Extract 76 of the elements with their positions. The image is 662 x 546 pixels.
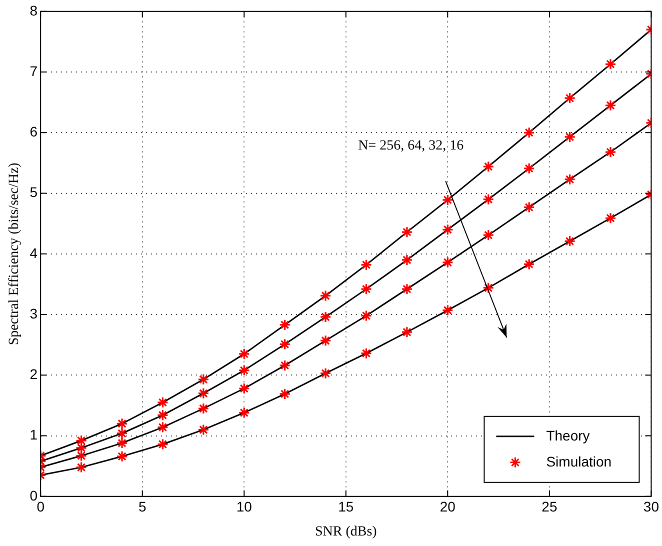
point <box>604 212 616 224</box>
annotation: N= 256, 64, 32, 16 <box>358 138 464 154</box>
point <box>75 462 88 474</box>
point <box>238 382 250 394</box>
point <box>198 374 210 386</box>
point <box>442 304 454 316</box>
point <box>482 194 494 206</box>
point <box>523 201 535 214</box>
point <box>116 418 128 430</box>
point <box>156 396 169 408</box>
point <box>523 162 535 174</box>
x-tick-label: 10 <box>236 498 252 515</box>
point <box>156 409 169 421</box>
y-tick-label: 0 <box>30 487 38 504</box>
point <box>360 259 372 271</box>
point <box>360 348 372 360</box>
point <box>320 334 332 346</box>
point <box>198 388 210 400</box>
point <box>238 364 250 376</box>
point <box>238 406 250 419</box>
y-tick-label: 7 <box>30 62 38 79</box>
point <box>116 437 128 449</box>
point <box>156 421 169 434</box>
point <box>320 290 332 302</box>
point <box>523 258 535 270</box>
x-tick-label: 15 <box>338 498 354 515</box>
point <box>564 131 576 143</box>
point <box>360 283 372 295</box>
y-axis-title: Spectral Efficiency (bits/sec/Hz) <box>7 162 22 346</box>
point <box>320 368 332 380</box>
point <box>442 224 454 236</box>
point <box>75 450 88 462</box>
point <box>156 438 169 450</box>
point <box>401 283 413 295</box>
x-tick-label: 20 <box>440 498 456 515</box>
point <box>198 402 210 414</box>
point <box>75 442 88 454</box>
point <box>279 319 291 331</box>
point <box>360 310 372 322</box>
x-tick-label: 30 <box>643 498 660 515</box>
point <box>116 428 128 440</box>
point <box>279 338 291 350</box>
legend-label: Theory <box>546 427 590 444</box>
y-tick-label: 5 <box>30 184 38 200</box>
point <box>401 326 413 338</box>
legend-label: Simulation <box>546 453 612 470</box>
point <box>279 360 291 372</box>
point <box>604 146 616 158</box>
point <box>75 434 88 446</box>
point <box>238 348 250 360</box>
point <box>564 174 576 186</box>
point <box>442 194 454 206</box>
point <box>401 226 413 238</box>
y-tick-label: 4 <box>30 244 38 261</box>
point <box>116 450 128 462</box>
point <box>198 424 210 436</box>
point <box>523 126 535 138</box>
y-tick-label: 6 <box>30 124 38 140</box>
x-tick-label: 25 <box>542 498 558 515</box>
point <box>482 282 494 294</box>
point <box>604 58 616 70</box>
point <box>279 388 291 400</box>
point <box>401 254 413 266</box>
y-tick-label: 8 <box>30 2 38 18</box>
point <box>564 92 576 104</box>
point <box>442 256 454 268</box>
point <box>564 235 576 247</box>
y-tick-label: 3 <box>30 305 38 322</box>
x-tick-label: 5 <box>138 498 146 515</box>
point <box>320 311 332 323</box>
point <box>482 229 494 241</box>
y-tick-label: 1 <box>30 426 38 443</box>
point <box>482 160 494 172</box>
y-tick-label: 2 <box>30 366 38 382</box>
x-axis-title: SNR (dBs) <box>314 524 378 540</box>
point <box>604 100 616 112</box>
